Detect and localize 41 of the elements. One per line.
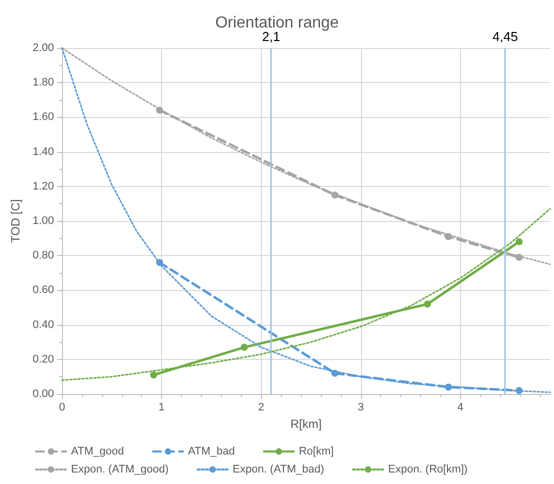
- line-series: [61, 47, 551, 265]
- y-tick-label: 0.80: [32, 250, 54, 262]
- x-tick-label: 4: [457, 402, 464, 414]
- legend-label: ATM_good: [71, 446, 124, 458]
- y-tick-label: 1.60: [32, 111, 54, 124]
- x-tick-label: 2: [258, 402, 264, 414]
- y-tick-label: 0.60: [32, 284, 54, 296]
- x-tick-label: 3: [358, 402, 364, 414]
- point: [156, 259, 164, 266]
- y-tick-label: 0.40: [32, 318, 54, 331]
- y-tick-label: 1.20: [32, 180, 54, 192]
- y-axis-title: TOD [C]: [8, 199, 23, 243]
- point: [424, 300, 431, 308]
- x-tick-label: 1: [158, 402, 165, 414]
- legend-label: Expon. (ATM_good): [71, 464, 169, 476]
- point: [240, 344, 248, 351]
- point: [150, 371, 158, 378]
- line-series: [61, 208, 551, 381]
- x-axis-title: R[km]: [290, 417, 322, 431]
- y-tick-label: 2.00: [32, 42, 54, 54]
- ref-line-label: 2,1: [262, 29, 280, 44]
- y-tick-label: 0.20: [32, 353, 54, 366]
- legend-label: Expon. (Ro[km]): [388, 464, 468, 476]
- point: [444, 233, 452, 240]
- y-tick-label: 1.00: [32, 215, 54, 227]
- point: [156, 106, 164, 114]
- y-tick-label: 1.40: [32, 146, 54, 158]
- y-tick-label: 0.00: [32, 388, 54, 400]
- point: [444, 384, 452, 391]
- point: [331, 370, 338, 377]
- ref-line-label: 4,45: [492, 29, 518, 44]
- point: [516, 254, 523, 261]
- point: [516, 238, 523, 246]
- x-tick-label: 0: [58, 402, 66, 414]
- legend-label: Ro[km]: [298, 446, 334, 458]
- y-tick-label: 1.80: [32, 76, 54, 89]
- chart-title: Orientation range: [215, 14, 339, 32]
- legend-label: ATM_bad: [188, 446, 235, 458]
- point: [331, 192, 338, 199]
- legend-label: Expon. (ATM_bad): [232, 464, 324, 476]
- point: [516, 387, 523, 394]
